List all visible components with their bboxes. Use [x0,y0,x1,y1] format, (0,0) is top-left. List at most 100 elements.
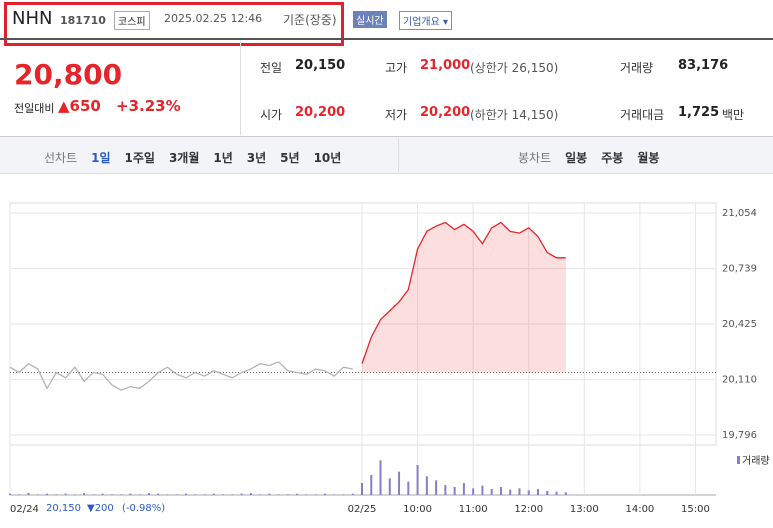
volume-bar [249,493,252,495]
basis: 기준(장중) [283,13,337,27]
tab-bar [0,136,773,174]
volume-bar [64,493,67,495]
volume-bar [240,493,243,495]
volume-bar [92,494,95,495]
highlight-box [4,2,344,46]
volume-bar [166,494,169,495]
volume-bar [18,494,21,495]
x-tick-label: 10:00 [403,504,432,515]
volume-bar [129,493,132,495]
x-tick-label: 11:00 [459,504,488,515]
candle-tabs: 봉차트 일봉 주봉 월봉 [518,147,673,166]
volume-bar [342,494,345,495]
volume-bar [416,465,419,495]
field-unit: 백만 [722,108,745,122]
field-value: 20,150 [295,58,346,73]
tab[interactable]: 일봉 [565,151,588,165]
volume-bar [481,485,484,495]
volume-bar [435,480,438,495]
price-line [9,361,353,391]
x-tick-label: 12:00 [514,504,543,515]
volume-bar [444,485,447,495]
volume-bar [323,493,326,495]
volume-bar [499,487,502,495]
volume-bar [472,488,475,495]
change-label: 전일대비 [14,102,55,115]
volume-bar [147,493,150,495]
divider [398,138,399,172]
tab[interactable]: 1년 [213,151,233,165]
volume-bar [509,489,512,495]
volume-bar [305,494,308,495]
tab[interactable]: 1주일 [124,151,155,165]
volume-bar [138,494,141,495]
volume-bar [83,493,86,495]
y-tick-label: 21,054 [722,208,757,219]
volume-bar [46,493,49,495]
field-label: 저가 [385,108,408,122]
x-tick-label: 14:00 [625,504,654,515]
market-badge: 코스피 [114,11,150,30]
field-label: 거래량 [620,61,654,75]
field-label: 고가 [385,61,408,75]
tab[interactable]: 월봉 [637,151,660,165]
volume-bar [259,494,262,495]
tab[interactable]: 5년 [280,151,300,165]
volume-bar [490,489,493,495]
volume-bar [555,491,558,495]
company-button[interactable]: 기업개요 ▾ [399,11,452,30]
volume-bar [9,493,11,495]
volume-bar [268,493,271,495]
volume-bar [110,494,113,495]
datetime: 2025.02.25 12:46 [164,12,263,25]
prev-close: 20,150 [46,503,81,514]
prev-change: ▼200 [87,503,114,514]
volume-bar [286,494,289,495]
volume-bar [398,471,401,495]
tab[interactable]: 3개월 [168,151,200,165]
tab-label: 선차트 [44,151,78,165]
volume-bar [546,491,549,495]
volume-bar [212,493,215,495]
current-price: 20,800 [14,58,123,91]
field-label: 전일 [260,61,283,75]
volume-bar [27,493,30,495]
volume-bar [277,494,280,495]
volume-bar [175,494,178,495]
price-line [361,221,566,364]
volume-bar [518,488,521,495]
tab[interactable]: 1일 [91,151,111,165]
x-tick-label: 15:00 [681,504,710,515]
divider [0,38,773,40]
volume-bar [222,494,225,495]
field-value: 20,200 [295,105,346,120]
volume-bar [361,483,363,495]
field-value: 21,000 [420,58,471,73]
volume-bar [453,487,456,495]
legend-label: 거래량 [742,455,770,467]
volume-bar [564,492,567,495]
volume-bar [231,494,234,495]
volume-bar [527,490,530,495]
field-extra: (하한가 14,150) [470,108,559,122]
field-value: 1,725 [678,105,720,120]
price-area [362,222,566,373]
change-rate: +3.23% [116,97,181,115]
field-value: 20,200 [420,105,471,120]
volume-bar [73,494,76,495]
tab[interactable]: 10년 [313,151,342,165]
tab[interactable]: 3년 [246,151,267,165]
stock-code: 181710 [60,14,106,27]
volume-bar [296,493,299,495]
volume-bar [379,460,382,495]
tab[interactable]: 주봉 [601,151,624,165]
volume-bar [333,494,336,495]
x-tick-label: 02/24 [10,504,39,515]
volume-bar [351,493,354,495]
realtime-button[interactable]: 실시간 [353,11,387,28]
volume-bar [120,494,123,495]
field-label: 시가 [260,108,283,122]
volume-bar [462,483,465,495]
x-tick-label: 13:00 [570,504,599,515]
y-tick-label: 20,739 [722,264,757,275]
